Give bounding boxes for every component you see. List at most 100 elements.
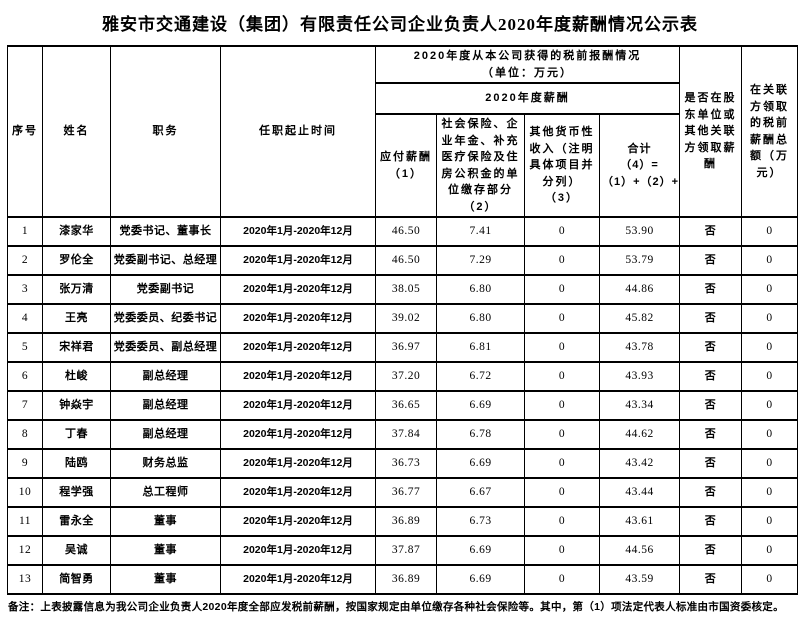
table-row: 6 杜峻 副总经理 2020年1月-2020年12月 37.20 6.72 0 … [7, 361, 799, 392]
cell-payable: 37.84 [375, 419, 437, 450]
cell-term: 2020年1月-2020年12月 [220, 216, 376, 247]
cell-related-party-amount: 0 [741, 274, 799, 305]
cell-term: 2020年1月-2020年12月 [220, 274, 376, 305]
cell-payable: 38.05 [375, 274, 437, 305]
header-group-salary-2020: 2020年度薪酬 [374, 82, 681, 115]
cell-position: 党委副书记、总经理 [110, 245, 221, 276]
header-row-3: 应付薪酬 （1） 社会保险、企业年金、补充医疗保险及住房公积金的单位缴存部分 （… [8, 113, 798, 218]
header-cell-term: 任职起止时间 [220, 45, 376, 218]
cell-payable: 46.50 [375, 245, 437, 276]
cell-social-insurance: 6.69 [436, 390, 525, 421]
table-row: 8 丁春 副总经理 2020年1月-2020年12月 37.84 6.78 0 … [7, 419, 799, 450]
cell-name: 雷永全 [42, 506, 111, 537]
cell-position: 董事 [110, 535, 221, 566]
cell-related-party-amount: 0 [741, 303, 799, 334]
cell-social-insurance: 6.81 [436, 332, 525, 363]
cell-payable: 46.50 [375, 216, 437, 247]
cell-payable: 36.65 [375, 390, 437, 421]
table-row: 12 吴诚 董事 2020年1月-2020年12月 37.87 6.69 0 4… [7, 535, 799, 566]
header-group-pretax: 2020年度从本公司获得的税前报酬情况 （单位：万元） [374, 45, 681, 84]
cell-payable: 36.89 [375, 506, 437, 537]
header-cell-other-income: 其他货币性收入（注明具体项目并分列） （3） [524, 113, 600, 218]
cell-name: 张万清 [42, 274, 111, 305]
cell-index: 8 [7, 419, 43, 450]
cell-related-party-flag: 否 [679, 245, 743, 276]
cell-related-party-flag: 否 [679, 564, 743, 595]
cell-other-income: 0 [524, 448, 600, 479]
cell-related-party-amount: 0 [741, 564, 799, 595]
cell-index: 7 [7, 390, 43, 421]
cell-social-insurance: 6.73 [436, 506, 525, 537]
table-row: 11 雷永全 董事 2020年1月-2020年12月 36.89 6.73 0 … [7, 506, 799, 537]
table-row: 5 宋祥君 党委委员、副总经理 2020年1月-2020年12月 36.97 6… [7, 332, 799, 363]
cell-term: 2020年1月-2020年12月 [220, 390, 376, 421]
cell-total: 43.42 [598, 448, 681, 479]
cell-name: 陆鸥 [42, 448, 111, 479]
cell-name: 王亮 [42, 303, 111, 334]
cell-related-party-amount: 0 [741, 361, 799, 392]
header-cell-name: 姓名 [42, 45, 111, 218]
cell-payable: 37.87 [375, 535, 437, 566]
header-cell-index: 序号 [7, 45, 43, 218]
cell-related-party-flag: 否 [679, 332, 743, 363]
cell-total: 45.82 [598, 303, 681, 334]
cell-related-party-flag: 否 [679, 274, 743, 305]
cell-term: 2020年1月-2020年12月 [220, 535, 376, 566]
cell-term: 2020年1月-2020年12月 [220, 245, 376, 276]
cell-term: 2020年1月-2020年12月 [220, 332, 376, 363]
cell-social-insurance: 6.67 [436, 477, 525, 508]
cell-index: 13 [7, 564, 43, 595]
cell-name: 吴诚 [42, 535, 111, 566]
table-row: 13 简智勇 董事 2020年1月-2020年12月 36.89 6.69 0 … [7, 564, 799, 595]
table-row: 1 漆家华 党委书记、董事长 2020年1月-2020年12月 46.50 7.… [7, 216, 799, 247]
table-row: 4 王亮 党委委员、纪委书记 2020年1月-2020年12月 39.02 6.… [7, 303, 799, 334]
cell-name: 丁春 [42, 419, 111, 450]
cell-name: 钟焱宇 [42, 390, 111, 421]
footnote: 备注：上表披露信息为我公司企业负责人2020年度全部应发税前薪酬，按国家规定由单… [8, 601, 784, 613]
cell-social-insurance: 6.80 [436, 274, 525, 305]
cell-social-insurance: 6.78 [436, 419, 525, 450]
cell-payable: 37.20 [375, 361, 437, 392]
cell-position: 党委书记、董事长 [110, 216, 221, 247]
cell-position: 党委副书记 [110, 274, 221, 305]
cell-related-party-amount: 0 [741, 477, 799, 508]
cell-related-party-flag: 否 [679, 303, 743, 334]
table-row: 9 陆鸥 财务总监 2020年1月-2020年12月 36.73 6.69 0 … [7, 448, 799, 479]
cell-other-income: 0 [524, 216, 600, 247]
cell-total: 43.59 [598, 564, 681, 595]
table-row: 3 张万清 党委副书记 2020年1月-2020年12月 38.05 6.80 … [7, 274, 799, 305]
cell-index: 4 [7, 303, 43, 334]
cell-position: 党委委员、副总经理 [110, 332, 221, 363]
cell-payable: 39.02 [375, 303, 437, 334]
cell-payable: 36.97 [375, 332, 437, 363]
cell-related-party-amount: 0 [741, 506, 799, 537]
cell-other-income: 0 [524, 419, 600, 450]
cell-social-insurance: 6.72 [436, 361, 525, 392]
cell-other-income: 0 [524, 303, 600, 334]
cell-other-income: 0 [524, 332, 600, 363]
cell-name: 杜峻 [42, 361, 111, 392]
cell-term: 2020年1月-2020年12月 [220, 303, 376, 334]
cell-name: 漆家华 [42, 216, 111, 247]
cell-position: 董事 [110, 564, 221, 595]
cell-term: 2020年1月-2020年12月 [220, 564, 376, 595]
cell-name: 罗伦全 [42, 245, 111, 276]
cell-position: 董事 [110, 506, 221, 537]
cell-social-insurance: 7.41 [436, 216, 525, 247]
cell-name: 宋祥君 [42, 332, 111, 363]
cell-term: 2020年1月-2020年12月 [220, 506, 376, 537]
header-cell-related-party-amount: 在关联方领取的税前薪酬总额（万元） [741, 45, 799, 218]
cell-total: 43.61 [598, 506, 681, 537]
cell-total: 43.78 [598, 332, 681, 363]
header-cell-social-insurance: 社会保险、企业年金、补充医疗保险及住房公积金的单位缴存部分 （2） [436, 113, 525, 218]
cell-payable: 36.73 [375, 448, 437, 479]
cell-related-party-flag: 否 [679, 506, 743, 537]
cell-related-party-flag: 否 [679, 390, 743, 421]
cell-related-party-amount: 0 [741, 390, 799, 421]
cell-index: 11 [7, 506, 43, 537]
page-title: 雅安市交通建设（集团）有限责任公司企业负责人2020年度薪酬情况公示表 [102, 15, 698, 34]
header-cell-related-party-flag: 是否在股东单位或其他关联方领取薪酬 [679, 45, 743, 218]
cell-total: 53.79 [598, 245, 681, 276]
cell-payable: 36.89 [375, 564, 437, 595]
